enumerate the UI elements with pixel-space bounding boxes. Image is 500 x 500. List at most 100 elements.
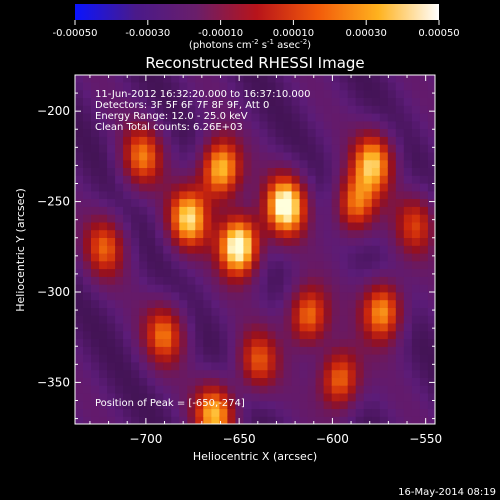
heatmap-cell <box>139 354 148 363</box>
heatmap-cell <box>355 361 365 371</box>
heatmap-cell <box>387 229 397 238</box>
heatmap-cell <box>147 144 156 153</box>
heatmap-cell <box>283 322 293 332</box>
heatmap-cell <box>339 120 349 130</box>
heatmap-cell <box>331 206 341 215</box>
heatmap-cell <box>403 81 413 91</box>
heatmap-cell <box>427 229 435 238</box>
heatmap-cell <box>99 338 108 347</box>
heatmap-cell <box>259 284 269 293</box>
heatmap-cell <box>187 291 196 301</box>
heatmap-cell <box>219 136 228 145</box>
heatmap-cell <box>131 392 140 402</box>
heatmap-cell <box>339 206 349 215</box>
heatmap-cell <box>323 338 333 347</box>
heatmap-cell <box>155 89 164 98</box>
heatmap-cell <box>155 338 164 347</box>
heatmap-cell <box>187 167 196 176</box>
heatmap-cell <box>395 175 405 184</box>
heatmap-cell <box>187 229 196 238</box>
heatmap-cell <box>419 128 429 137</box>
heatmap-cell <box>371 268 381 277</box>
heatmap-cell <box>371 214 381 223</box>
heatmap-cell <box>371 190 381 200</box>
heatmap-cell <box>147 385 156 394</box>
heatmap-cell <box>379 167 389 176</box>
heatmap-cell <box>179 198 188 207</box>
heatmap-cell <box>347 105 357 114</box>
heatmap-cell <box>195 369 204 378</box>
heatmap-cell <box>107 81 116 91</box>
heatmap-cell <box>299 260 309 270</box>
heatmap-cell <box>323 400 333 410</box>
heatmap-cell <box>427 322 435 332</box>
heatmap-cell <box>227 113 236 122</box>
heatmap-cell <box>259 268 269 277</box>
heatmap-cell <box>227 276 236 285</box>
heatmap-cell <box>123 136 132 145</box>
heatmap-cell <box>299 299 309 308</box>
heatmap-cell <box>243 299 252 308</box>
heatmap-cell <box>363 245 373 254</box>
heatmap-cell <box>275 330 285 340</box>
heatmap-cell <box>291 291 301 301</box>
heatmap-cell <box>123 252 132 262</box>
heatmap-cell <box>155 175 164 184</box>
heatmap-cell <box>115 299 124 308</box>
heatmap-cell <box>91 159 100 168</box>
heatmap-cell <box>131 167 140 176</box>
heatmap-cell <box>195 128 204 137</box>
heatmap-cell <box>123 81 132 91</box>
heatmap-cell <box>147 346 156 355</box>
heatmap-cell <box>75 260 84 270</box>
heatmap-cell <box>363 221 373 231</box>
heatmap-cell <box>299 307 309 316</box>
heatmap-cell <box>379 113 389 122</box>
heatmap-cell <box>147 252 156 262</box>
heatmap-cell <box>195 338 204 347</box>
heatmap-cell <box>203 113 212 122</box>
heatmap-cell <box>291 105 301 114</box>
heatmap-cell <box>147 128 156 137</box>
heatmap-cell <box>267 392 277 402</box>
heatmap-cell <box>211 167 220 176</box>
heatmap-cell <box>323 322 333 332</box>
heatmap-cell <box>211 284 220 293</box>
heatmap-cell <box>387 260 397 270</box>
heatmap-cell <box>283 268 293 277</box>
heatmap-cell <box>387 159 397 168</box>
heatmap-cell <box>219 144 228 153</box>
heatmap-cell <box>347 128 357 137</box>
heatmap-cell <box>235 151 244 161</box>
heatmap-cell <box>83 198 92 207</box>
heatmap-cell <box>291 392 301 402</box>
heatmap-cell <box>163 214 172 223</box>
heatmap-cell <box>307 252 317 262</box>
heatmap-cell <box>203 346 212 355</box>
heatmap-cell <box>147 400 156 410</box>
heatmap-cell <box>379 400 389 410</box>
heatmap-cell <box>171 416 180 424</box>
heatmap-cell <box>187 307 196 316</box>
heatmap-cell <box>211 190 220 200</box>
heatmap-cell <box>163 338 172 347</box>
heatmap-cell <box>259 221 269 231</box>
heatmap-cell <box>163 291 172 301</box>
heatmap-cell <box>275 268 285 277</box>
heatmap-cell <box>107 385 116 394</box>
heatmap-cell <box>227 252 236 262</box>
heatmap-cell <box>179 268 188 277</box>
heatmap-cell <box>131 330 140 340</box>
heatmap-cell <box>155 237 164 246</box>
heatmap-cell <box>419 322 429 332</box>
heatmap-cell <box>139 221 148 231</box>
heatmap-cell <box>235 260 244 270</box>
heatmap-cell <box>331 81 341 91</box>
heatmap-cell <box>99 392 108 402</box>
heatmap-cell <box>411 385 421 394</box>
heatmap-cell <box>355 167 365 176</box>
heatmap-cell <box>75 346 84 355</box>
heatmap-cell <box>395 385 405 394</box>
heatmap-cell <box>299 408 309 417</box>
heatmap-cell <box>379 245 389 254</box>
